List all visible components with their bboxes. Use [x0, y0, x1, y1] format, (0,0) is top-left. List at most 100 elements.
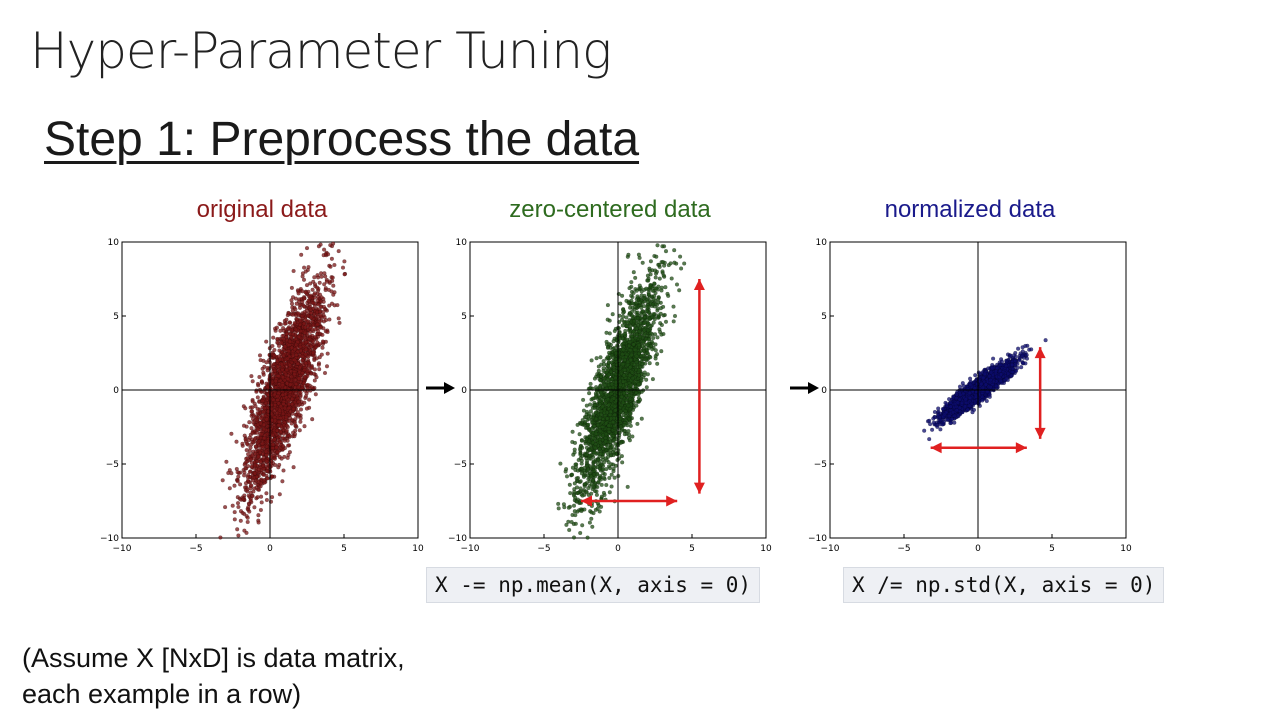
data-point — [261, 409, 266, 414]
data-point — [631, 342, 636, 347]
data-point — [250, 379, 255, 384]
data-point — [230, 503, 235, 508]
data-point — [310, 339, 316, 344]
data-point — [590, 478, 595, 483]
data-point — [277, 408, 282, 413]
data-point — [275, 336, 280, 342]
data-point — [303, 325, 308, 330]
data-point — [644, 286, 649, 291]
data-point — [637, 300, 642, 305]
data-point — [607, 331, 612, 336]
data-point — [276, 423, 281, 428]
data-point — [644, 385, 649, 390]
data-point — [242, 528, 247, 533]
data-point — [264, 497, 269, 503]
data-point — [600, 433, 606, 438]
data-point — [587, 427, 592, 433]
data-point — [315, 322, 320, 327]
data-point — [322, 271, 327, 276]
data-point — [625, 320, 630, 325]
data-point — [292, 432, 298, 437]
data-point — [571, 503, 577, 508]
data-point — [306, 298, 311, 303]
data-point — [290, 295, 296, 300]
data-point — [328, 243, 333, 248]
data-point — [682, 261, 687, 266]
data-point — [607, 466, 613, 471]
data-point — [637, 368, 642, 373]
data-point — [572, 490, 577, 495]
data-point — [312, 378, 317, 383]
data-point — [293, 307, 298, 312]
data-point — [608, 448, 613, 453]
data-point — [587, 520, 592, 525]
data-point — [655, 308, 660, 313]
data-point — [677, 288, 682, 293]
data-point — [249, 426, 254, 431]
data-point — [308, 281, 313, 286]
data-point — [591, 485, 596, 490]
data-point — [655, 361, 660, 366]
data-point — [316, 362, 321, 367]
data-point — [258, 459, 263, 464]
y-tick-label: 0 — [113, 386, 119, 396]
data-point — [252, 486, 257, 491]
data-point — [652, 293, 657, 299]
data-point — [601, 490, 606, 495]
data-point — [638, 320, 643, 325]
data-point — [245, 515, 250, 520]
data-point — [244, 441, 250, 446]
data-point — [337, 320, 342, 325]
data-point — [611, 447, 617, 452]
data-point — [235, 501, 241, 506]
data-point — [250, 493, 255, 499]
data-point — [291, 268, 296, 274]
data-point — [296, 376, 302, 381]
data-point — [613, 380, 618, 385]
data-point — [618, 382, 623, 387]
data-point — [261, 455, 266, 460]
data-point — [257, 374, 262, 380]
data-point — [238, 509, 244, 514]
data-point — [631, 270, 636, 275]
data-point — [313, 344, 319, 349]
data-point — [299, 252, 304, 257]
data-point — [606, 363, 611, 369]
data-point — [622, 373, 627, 378]
data-point — [272, 368, 277, 373]
data-point — [218, 535, 223, 540]
data-point — [255, 406, 260, 412]
data-point — [259, 500, 264, 505]
data-point — [303, 340, 309, 345]
data-point — [645, 342, 650, 347]
data-point — [250, 430, 255, 436]
data-point — [281, 325, 286, 331]
data-point — [259, 432, 264, 437]
data-point — [598, 374, 603, 379]
data-point — [645, 305, 650, 310]
y-tick-label: 10 — [108, 238, 120, 248]
data-point — [281, 336, 286, 342]
data-point — [290, 312, 295, 317]
data-point — [587, 391, 592, 396]
data-point — [629, 352, 634, 358]
data-point — [640, 309, 645, 314]
data-point — [332, 262, 337, 268]
data-point — [286, 452, 291, 458]
data-point — [309, 365, 314, 370]
data-point — [274, 445, 279, 450]
data-point — [265, 439, 270, 444]
data-point — [573, 513, 578, 518]
step-heading: Step 1: Preprocess the data — [44, 113, 640, 166]
data-point — [662, 263, 667, 268]
data-point — [598, 415, 603, 420]
data-point — [619, 454, 624, 459]
data-point — [232, 517, 237, 522]
data-point — [601, 359, 606, 364]
data-point — [620, 362, 625, 367]
data-point — [302, 424, 307, 429]
data-point — [638, 397, 643, 402]
data-point — [293, 377, 298, 383]
data-point — [322, 315, 327, 320]
